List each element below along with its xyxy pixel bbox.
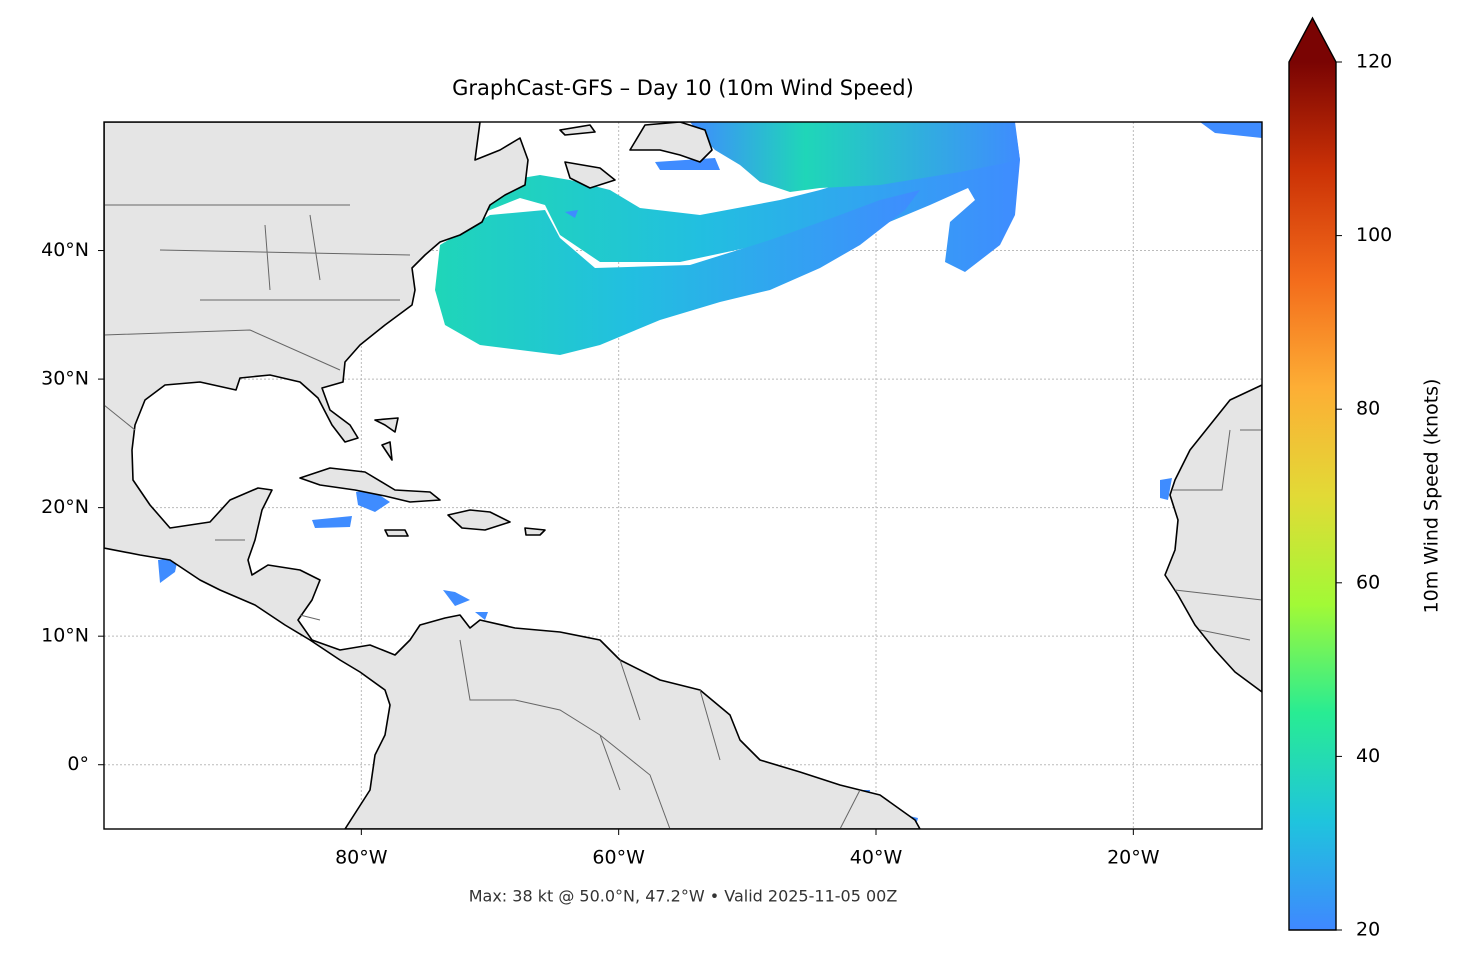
- y-tick-label: 20°N: [41, 496, 89, 518]
- x-tick-label: 20°W: [1107, 847, 1160, 869]
- colorbar-tick-label: 100: [1356, 224, 1392, 246]
- colorbar-tick-label: 60: [1356, 571, 1380, 593]
- land: [559, 124, 616, 189]
- map-area: [104, 122, 1262, 829]
- colorbar-scale: [1289, 62, 1336, 930]
- y-tick-label: 30°N: [41, 368, 89, 390]
- colorbar-extension: [1289, 18, 1336, 62]
- wind-swath: [435, 190, 920, 355]
- y-tick-label: 40°N: [41, 239, 89, 261]
- colorbar: 20 40 60 80 100 120 10m Wind Speed (knots): [1288, 16, 1443, 941]
- colorbar-tick-label: 20: [1356, 919, 1380, 941]
- y-tick-label: 0°: [67, 753, 89, 775]
- y-tick-label: 10°N: [41, 625, 89, 647]
- land: [1164, 384, 1262, 693]
- land: [374, 417, 546, 537]
- colorbar-outline: [1288, 16, 1337, 931]
- x-tick-label: 40°W: [850, 847, 903, 869]
- x-tick-label: 80°W: [335, 847, 388, 869]
- land: [629, 122, 713, 163]
- land: [104, 122, 921, 829]
- colorbar-tick-label: 40: [1356, 745, 1380, 767]
- map-title: GraphCast-GFS – Day 10 (10m Wind Speed): [452, 76, 914, 100]
- land: [299, 467, 441, 503]
- wind-swath: [690, 122, 1020, 192]
- colorbar-tick-label: 80: [1356, 398, 1380, 420]
- wind-swath: [485, 125, 1020, 272]
- x-tick-label: 60°W: [592, 847, 645, 869]
- border: [104, 204, 1262, 829]
- plot-frame: [103, 121, 1263, 830]
- colorbar-tick-label: 120: [1356, 51, 1392, 73]
- footer-note: Max: 38 kt @ 50.0°N, 47.2°W • Valid 2025…: [469, 887, 898, 906]
- colorbar-label: 10m Wind Speed (knots): [1421, 379, 1443, 614]
